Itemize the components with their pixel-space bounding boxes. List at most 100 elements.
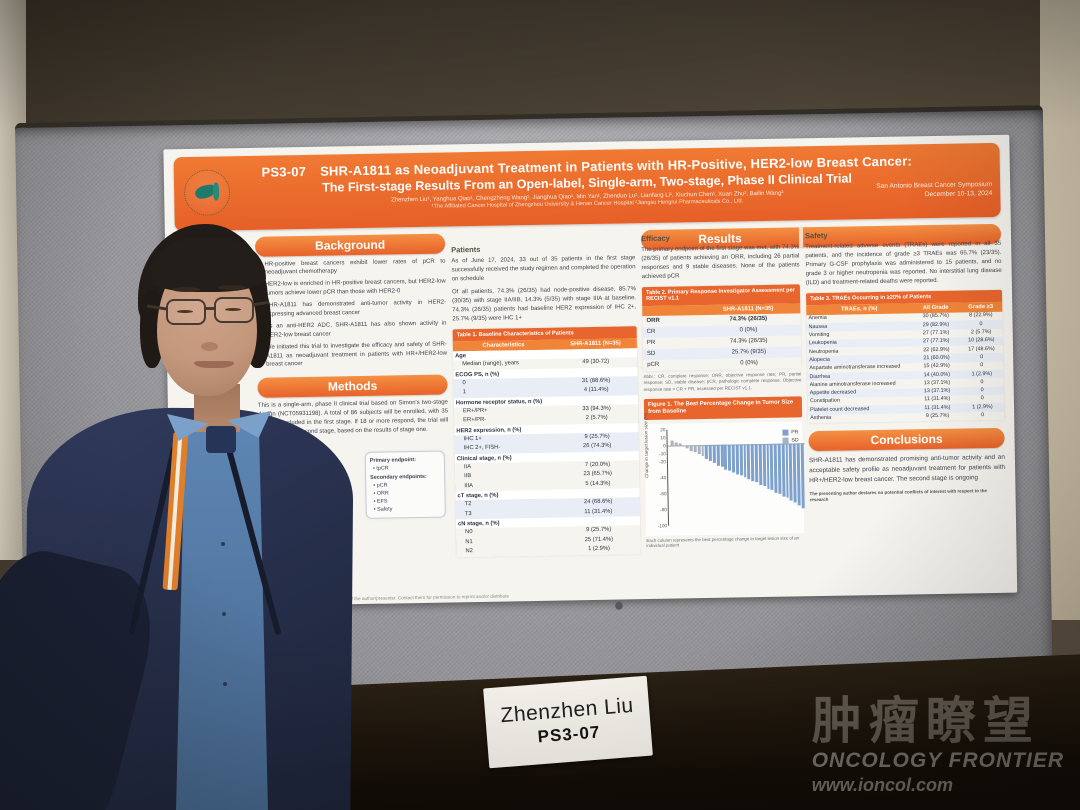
table1-header-arm: SHR-A1811 (N=35) xyxy=(570,340,621,348)
table3-row-grade3: 1 (2.9%) xyxy=(971,370,993,377)
patients-paragraph-2: Of all patients, 74.3% (26/35) had node-… xyxy=(451,286,637,323)
waterfall-bar xyxy=(731,444,736,473)
waterfall-bar xyxy=(705,444,709,459)
table1-row-value: 24 (68.6%) xyxy=(583,498,613,506)
table1-row-value: 25 (71.4%) xyxy=(584,536,614,544)
table3-row-all-grade: 29 (82.9%) xyxy=(922,321,950,328)
efficacy-heading: Efficacy xyxy=(640,233,670,244)
figure1-title: Figure 1. The Best Percentage Change in … xyxy=(643,396,803,421)
table3-row-grade3: 17 (48.6%) xyxy=(968,345,995,353)
table3-row-grade3: 0 xyxy=(980,379,984,386)
person-eyebrow-right xyxy=(218,285,246,290)
push-pin xyxy=(615,601,623,609)
table2-row-label: ORR xyxy=(646,318,660,325)
table2-row: pCR 0 (0%) xyxy=(643,357,801,371)
watermark-chinese: 肿瘤瞭望 xyxy=(811,692,1040,749)
figure1-waterfall-chart: Change in target lesion size (%) 20 10 0 -1… xyxy=(643,413,807,536)
table2-row-value: 74.3% (26/35) xyxy=(729,338,768,346)
poster-crease xyxy=(798,227,804,248)
primary-endpoint-list: • tpCR xyxy=(370,465,440,472)
table3-row-all-grade: 11 (31.4%) xyxy=(924,404,951,411)
legend-entry: PR xyxy=(782,429,799,436)
waterfall-bar xyxy=(727,444,732,471)
table3-row-all-grade: 30 (85.7%) xyxy=(922,313,950,320)
table1-group: cN stage, n (%) N0 9 (25.7%) N1 25 (71.4%) N2… xyxy=(455,516,641,558)
waterfall-bar xyxy=(697,445,701,454)
y-axis-tick-label: -60 xyxy=(659,491,667,497)
person-mouth xyxy=(194,361,234,368)
table1-row-value: 23 (65.7%) xyxy=(583,470,612,478)
table3-row-all-grade: 11 (31.4%) xyxy=(924,396,951,403)
name-card: Zhenzhen Liu PS3-07 xyxy=(483,675,653,769)
table2-row-label: SD xyxy=(646,351,656,358)
table1: Table 1. Baseline Characteristics of Pat… xyxy=(452,326,641,558)
table2-row-label: PR xyxy=(646,340,656,347)
poster-id: PS3-07 xyxy=(261,163,307,180)
table2-footnote: Abbr.: CR, complete response; ORR, objec… xyxy=(643,371,802,392)
safety-heading: Safety xyxy=(804,230,828,241)
table3-row-all-grade: 27 (77.1%) xyxy=(922,338,950,345)
table1-row-value: 9 (25.7%) xyxy=(586,527,612,534)
waterfall-bar xyxy=(724,444,728,470)
table1-row-value: 4 (11.4%) xyxy=(583,386,609,394)
legend-swatch-icon xyxy=(782,429,789,436)
glasses-bridge xyxy=(204,307,215,310)
y-axis-tick-label: -100 xyxy=(657,523,668,529)
table3-header-all-grade: All Grade xyxy=(922,304,949,312)
table2-row-label: pCR xyxy=(647,362,660,369)
waterfall-bar xyxy=(678,443,682,446)
table2-row-value: 0 (0%) xyxy=(740,360,758,367)
secondary-endpoint-list: • pCR • ORR • EFS • Safety xyxy=(370,482,441,513)
waterfall-bar xyxy=(720,444,724,468)
table1-header-characteristics: Characteristics xyxy=(482,342,525,349)
waterfall-bar xyxy=(701,444,705,457)
table1-group: cT stage, n (%) T2 24 (68.6%) T3 11 (31.4%) xyxy=(455,488,640,520)
figure1-legend: PR SD xyxy=(782,429,799,445)
waterfall-bar xyxy=(682,445,685,447)
table3-body: Anemia 30 (85.7%) 8 (22.9%) Nausea 29 (82.9%… xyxy=(806,312,1005,423)
table3-row-grade3: 0 xyxy=(979,354,984,361)
conference-info: San Antonio Breast Cancer Symposium Dece… xyxy=(842,181,992,201)
table1-group: HER2 expression, n (%) IHC 1+ 9 (25.7%) IHC… xyxy=(454,422,639,455)
shirt-button xyxy=(223,682,227,686)
legend-label: PR xyxy=(791,429,799,436)
table1-body: Age Median (range), years 49 (30-72) ECOG P… xyxy=(452,348,641,558)
table1-row-value: 5 (14.3%) xyxy=(585,480,611,487)
secondary-endpoint-item: • ORR xyxy=(373,490,389,497)
person-eyebrow-left xyxy=(172,287,200,292)
table2-row-label: CR xyxy=(646,329,656,336)
conclusions-paragraph: SHR-A1811 has demonstrated promising ant… xyxy=(808,453,1006,484)
legend-label: SD xyxy=(791,437,799,444)
table1-group: Hormone receptor status, n (%) ER+/PR+ 33 … xyxy=(453,394,638,426)
glasses-right-lens xyxy=(214,297,254,323)
table3-row-all-grade: 13 (37.1%) xyxy=(923,387,951,395)
logo-leaf2-icon xyxy=(212,182,220,201)
table3-row-grade3: 2 (5.7%) xyxy=(970,329,992,336)
table3-row-all-grade: 21 (60.0%) xyxy=(923,354,950,362)
table2-header-spacer xyxy=(642,305,696,316)
table1-row-label: N2 xyxy=(465,548,473,555)
shirt-button xyxy=(222,612,226,616)
table2-header-arm: SHR-A1811 (N=35) xyxy=(722,305,774,313)
glasses-left-lens xyxy=(166,299,206,325)
watermark: 肿瘤瞭望 ONCOLOGY FRONTIER www.ioncol.com xyxy=(811,692,1064,797)
safety-paragraph: Treatment-related adverse events (TRAEs)… xyxy=(805,240,1002,287)
table3-row-label: Asthenia xyxy=(810,414,832,422)
figure1-footnote: Each column represents the best percenta… xyxy=(646,535,800,548)
table3-row-all-grade: 15 (42.9%) xyxy=(923,363,950,370)
legend-entry: SD xyxy=(782,437,799,444)
y-axis-tick-label: 10 xyxy=(660,435,666,441)
column-patients: Patients As of June 17, 2024, 33 out of … xyxy=(451,230,641,595)
column-safety-conclusions: Safety Treatment-related adverse events … xyxy=(805,224,1007,589)
secondary-endpoint-item: • pCR xyxy=(373,482,388,489)
table1-row-value: 1 (2.9%) xyxy=(588,546,611,553)
secondary-endpoint-item: • Safety xyxy=(373,506,393,513)
table3-row-grade3: 0 xyxy=(980,395,984,402)
table3-row-grade3: 0 xyxy=(981,412,985,419)
table3-row-grade3: 0 xyxy=(980,387,984,394)
secondary-endpoint-item: • EFS xyxy=(373,498,388,505)
waterfall-bar xyxy=(735,444,739,474)
patients-heading: Patients xyxy=(451,244,481,255)
waterfall-bar xyxy=(674,442,678,446)
column-results: Efficacy The primary endpoint of the fir… xyxy=(640,227,807,592)
